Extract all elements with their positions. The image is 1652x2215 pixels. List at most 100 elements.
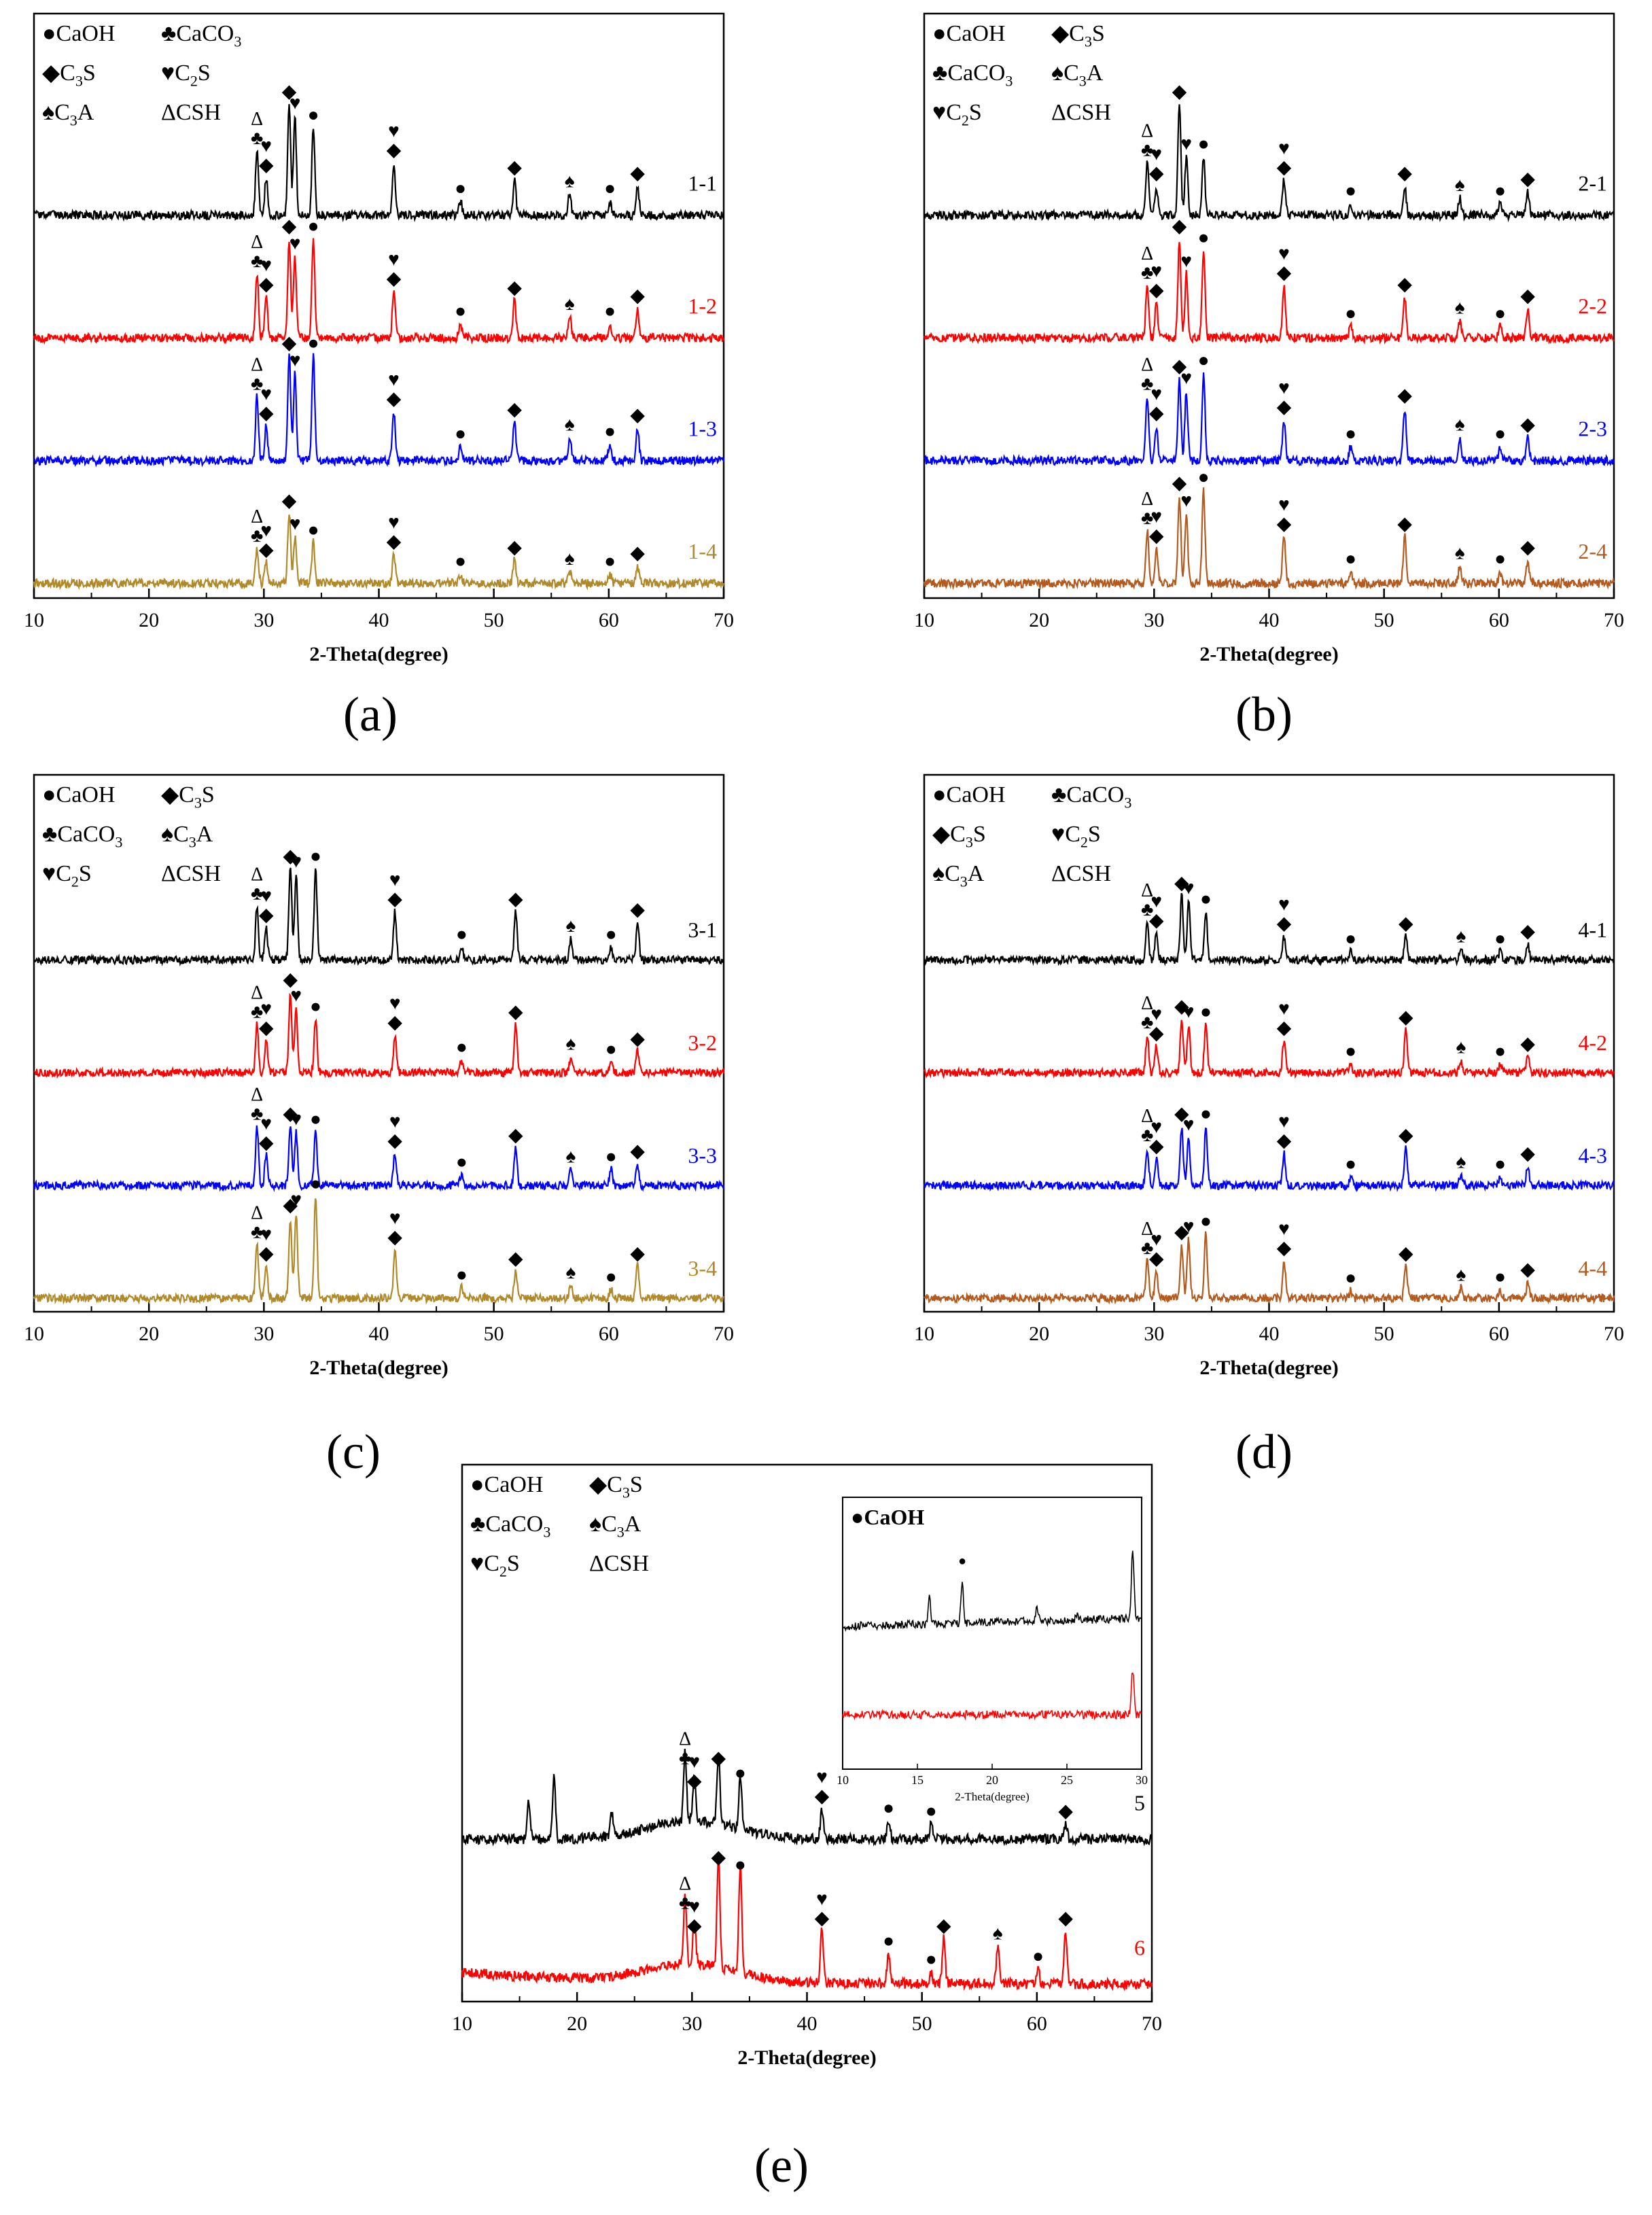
series-line-4-1 [923, 892, 1615, 967]
phase-marker: ● [456, 1151, 468, 1172]
phase-marker: ◆ [387, 888, 402, 909]
phase-marker: ◆ [259, 539, 274, 560]
series-line-4-2 [924, 1019, 1615, 1079]
phase-marker: ♥ [260, 520, 272, 541]
phase-marker: ♥ [816, 1766, 828, 1787]
phase-marker: ◆ [630, 1028, 645, 1049]
phase-marker: ♥ [289, 233, 301, 254]
phase-marker: ◆ [630, 1243, 645, 1264]
phase-marker: ♠ [566, 1147, 576, 1168]
phase-marker: ♣ [1141, 899, 1153, 920]
phase-marker: ♣ [251, 525, 263, 546]
phase-marker: ♥ [1278, 138, 1290, 159]
phase-marker: ◆ [1399, 1125, 1413, 1146]
x-tick-label: 40 [797, 2012, 818, 2035]
phase-marker: ♥ [260, 1113, 272, 1134]
legend-entry: ΔCSH [1051, 100, 1111, 125]
phase-marker: ◆ [259, 402, 274, 423]
phase-marker: ♥ [1180, 134, 1192, 155]
phase-marker: ♣ [1141, 373, 1153, 394]
phase-marker: ◆ [507, 537, 522, 558]
x-tick-label: 30 [682, 2012, 702, 2035]
phase-marker: ◆ [1399, 913, 1413, 935]
phase-marker: ♥ [1183, 878, 1195, 899]
phase-marker: ● [455, 551, 466, 572]
phase-marker: ♥ [1180, 490, 1192, 511]
phase-marker: ● [1345, 1041, 1356, 1062]
phase-marker: ◆ [1520, 1259, 1535, 1280]
x-tick-label: 50 [912, 2012, 932, 2035]
phase-marker: ♥ [389, 1208, 401, 1229]
legend-entry: ◆C3S [1051, 21, 1105, 50]
phase-marker: ◆ [508, 1249, 523, 1270]
phase-marker: ♥ [1278, 378, 1290, 399]
phase-marker: ♣ [1141, 262, 1153, 283]
phase-marker: ◆ [387, 531, 402, 552]
series-label: 1-3 [688, 417, 717, 441]
series-line-4-3 [923, 1127, 1615, 1193]
x-axis-label: 2-Theta(degree) [309, 643, 448, 665]
legend-entry: ♥C2S [470, 1551, 520, 1580]
phase-marker: ● [1345, 548, 1356, 570]
phase-marker: ● [1345, 423, 1356, 444]
legend-entry: ΔCSH [1051, 861, 1111, 886]
phase-marker: ♥ [1150, 144, 1162, 165]
legend-entry: ♠C3A [42, 100, 94, 129]
legend-entry: ♣CaCO3 [42, 822, 122, 851]
phase-marker: ● [1494, 180, 1506, 201]
series-line-3-3 [33, 1125, 725, 1193]
phase-marker: ● [1345, 180, 1356, 201]
phase-marker: ♣ [1141, 1238, 1153, 1259]
phase-marker: ♥ [388, 512, 400, 533]
phase-marker: ◆ [507, 277, 522, 298]
phase-marker: Δ [251, 109, 263, 130]
phase-marker: ♠ [1456, 1036, 1466, 1058]
phase-marker: ♥ [1150, 1004, 1162, 1025]
phase-marker: ● [1345, 1154, 1356, 1175]
series-label: 3-2 [688, 1030, 717, 1055]
x-tick-label: 50 [484, 609, 504, 631]
legend-entry: ♠C3A [1051, 60, 1104, 90]
phase-marker: ● [310, 1109, 321, 1130]
phase-marker: ◆ [630, 543, 645, 564]
legend-entry: ●CaOH [470, 1472, 543, 1497]
phase-marker: ◆ [387, 389, 402, 410]
phase-marker: ♠ [565, 414, 575, 435]
x-tick-label: 50 [1374, 1323, 1394, 1345]
phase-marker: ◆ [1277, 262, 1292, 283]
phase-marker: ♥ [388, 120, 400, 141]
phase-marker: ♥ [289, 350, 301, 371]
phase-marker: ◆ [1149, 280, 1164, 301]
phase-marker: ♥ [1278, 495, 1290, 516]
series-line-1-4 [33, 514, 725, 591]
phase-marker: ♥ [389, 869, 401, 890]
phase-marker: ● [605, 1039, 617, 1060]
phase-marker: Δ [1141, 243, 1153, 264]
inset-chart: ●CaOH 10 15 20 25 30 2-Theta(degree) ● [837, 1497, 1148, 1803]
phase-marker: ● [883, 1798, 894, 1819]
phase-marker: ◆ [1399, 1243, 1413, 1264]
phase-marker: ◆ [1172, 82, 1187, 103]
phase-marker: ◆ [283, 969, 298, 990]
phase-marker: ● [1200, 1001, 1212, 1022]
phase-marker: ♣ [251, 884, 263, 905]
phase-marker: ● [455, 301, 466, 322]
chart-panel-1: 10 20 30 40 50 60 70 2-Theta(degree) (a) ●CaOH ♣Ca… [24, 12, 734, 742]
phase-marker: ♥ [1278, 1219, 1290, 1240]
legend-entry: ΔCSH [589, 1551, 649, 1576]
legend-entry: ♣CaCO3 [470, 1512, 550, 1541]
x-tick-label: 10 [914, 1323, 934, 1345]
phase-marker: ◆ [1397, 274, 1412, 295]
series-line-3-4 [33, 1198, 724, 1306]
phase-marker: ● [604, 301, 616, 322]
legend-entry: ♥C2S [1051, 822, 1101, 851]
phase-marker: ♠ [1455, 543, 1465, 564]
phase-marker: Δ [1141, 993, 1153, 1014]
phase-marker: ◆ [1149, 163, 1164, 184]
phase-marker: ● [456, 1264, 468, 1285]
phase-marker: ● [1200, 1211, 1212, 1232]
phase-marker: ● [1200, 888, 1212, 909]
phase-marker: ♥ [389, 993, 401, 1014]
phase-marker: ◆ [283, 1195, 298, 1216]
legend-entry: ♥C2S [932, 100, 982, 129]
